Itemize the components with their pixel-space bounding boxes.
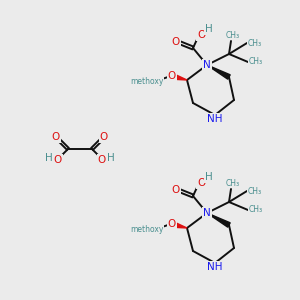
- Text: H: H: [205, 24, 213, 34]
- Text: O: O: [172, 37, 180, 47]
- Text: CH₃: CH₃: [249, 58, 263, 67]
- Text: N: N: [203, 208, 211, 218]
- Text: NH: NH: [207, 114, 223, 124]
- Text: CH₃: CH₃: [226, 31, 240, 40]
- Text: methoxy: methoxy: [130, 76, 164, 85]
- Text: O: O: [197, 30, 205, 40]
- Text: N: N: [203, 60, 211, 70]
- Polygon shape: [170, 221, 187, 228]
- Text: O: O: [54, 155, 62, 165]
- Text: CH₃: CH₃: [226, 178, 240, 188]
- Text: O: O: [100, 132, 108, 142]
- Text: CH₃: CH₃: [249, 206, 263, 214]
- Text: O: O: [98, 155, 106, 165]
- Text: methoxy: methoxy: [130, 224, 164, 233]
- Text: O: O: [52, 132, 60, 142]
- Polygon shape: [170, 73, 187, 80]
- Text: CH₃: CH₃: [248, 187, 262, 196]
- Polygon shape: [207, 65, 230, 79]
- Text: NH: NH: [207, 262, 223, 272]
- Text: H: H: [45, 153, 53, 163]
- Text: H: H: [205, 172, 213, 182]
- Text: CH₃: CH₃: [248, 38, 262, 47]
- Text: O: O: [197, 178, 205, 188]
- Text: O: O: [168, 71, 176, 81]
- Text: H: H: [107, 153, 115, 163]
- Polygon shape: [207, 213, 230, 227]
- Text: O: O: [168, 219, 176, 229]
- Text: O: O: [172, 185, 180, 195]
